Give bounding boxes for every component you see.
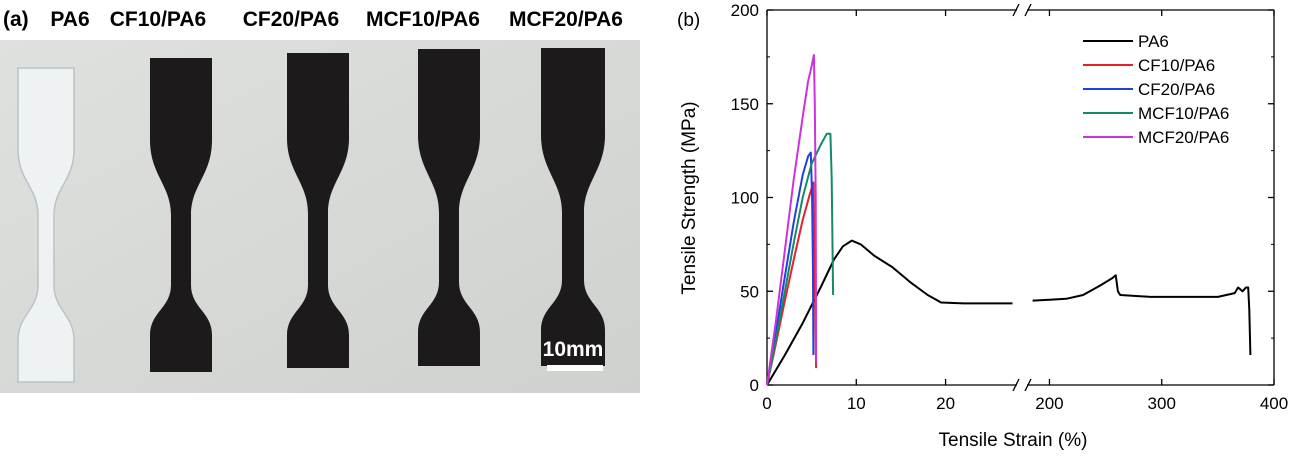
specimen-cf10 [150, 58, 212, 372]
specimen-pa6 [17, 67, 75, 383]
y-axis-title: Tensile Strength (MPa) [679, 101, 700, 294]
x-tick-label: 0 [762, 394, 771, 413]
break-mark-top-right [1024, 3, 1032, 17]
axis-break-marks [1012, 3, 1032, 392]
x-tick-label: 10 [847, 394, 866, 413]
specimen-cf20 [287, 53, 349, 368]
x-tick-label: 300 [1148, 394, 1176, 413]
legend-label-mcf10-pa6: MCF10/PA6 [1138, 104, 1229, 123]
series-line-mcf20-pa6 [766, 54, 818, 386]
specimen-photo-panel: (a) PA6 CF10/PA6 CF20/PA6 MCF10/PA6 MCF2… [0, 8, 640, 393]
specimen-label-pa6: PA6 [50, 8, 89, 31]
series-line-cf10-pa6 [766, 181, 818, 386]
scale-bar-label: 10mm [543, 338, 604, 361]
panel-label-b: (b) [677, 10, 700, 31]
series-line-mcf10-pa6 [766, 132, 835, 386]
legend: PA6 CF10/PA6 CF20/PA6 MCF10/PA6 MCF20/PA6 [1083, 32, 1229, 147]
legend-label-cf10-pa6: CF10/PA6 [1138, 56, 1215, 75]
panel-label-a: (a) [3, 8, 29, 31]
series-line-pa6-1 [1032, 274, 1252, 356]
y-ticks: 0 50 100 150 200 [731, 1, 1274, 395]
scale-bar [547, 365, 603, 371]
x-tick-label: 400 [1260, 394, 1288, 413]
break-mark-bottom-left [1012, 378, 1020, 392]
specimen-mcf20 [541, 48, 605, 366]
y-tick-label: 200 [731, 1, 759, 20]
specimen-labels: PA6 CF10/PA6 CF20/PA6 MCF10/PA6 MCF20/PA… [50, 8, 623, 31]
series-lines [766, 54, 1252, 386]
y-tick-label: 50 [740, 282, 759, 301]
specimen-mcf10 [418, 49, 480, 366]
legend-label-cf20-pa6: CF20/PA6 [1138, 80, 1215, 99]
legend-label-pa6: PA6 [1138, 32, 1169, 51]
break-mark-bottom-right [1024, 378, 1032, 392]
break-mark-top-left [1012, 3, 1020, 17]
y-tick-label: 150 [731, 95, 759, 114]
series-line-cf20-pa6 [766, 151, 815, 386]
specimen-label-mcf20: MCF20/PA6 [509, 8, 623, 31]
x-ticks: 0 10 20 200 300 400 [762, 10, 1288, 413]
y-tick-label: 100 [731, 189, 759, 208]
tensile-chart: (b) Tensile Strength (MPa) Tensile Strai… [677, 1, 1288, 451]
x-tick-label: 200 [1035, 394, 1063, 413]
axes-frame [766, 9, 1275, 386]
series-line-pa6 [766, 239, 1013, 386]
y-tick-label: 0 [750, 376, 759, 395]
x-tick-label: 20 [936, 394, 955, 413]
specimen-label-cf10: CF10/PA6 [110, 8, 206, 31]
specimen-label-cf20: CF20/PA6 [243, 8, 339, 31]
legend-label-mcf20-pa6: MCF20/PA6 [1138, 128, 1229, 147]
specimen-label-mcf10: MCF10/PA6 [366, 8, 480, 31]
x-axis-title: Tensile Strain (%) [939, 430, 1088, 451]
